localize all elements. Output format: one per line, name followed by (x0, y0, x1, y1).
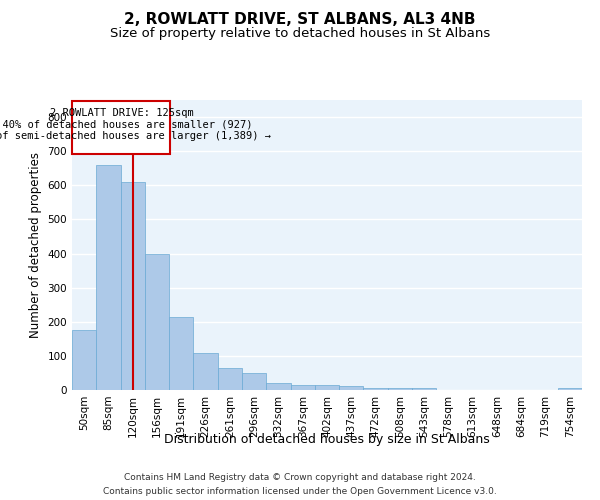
FancyBboxPatch shape (73, 100, 170, 154)
Bar (412, 388, 436, 390)
Bar (193, 353, 218, 390)
Text: Contains public sector information licensed under the Open Government Licence v3: Contains public sector information licen… (103, 488, 497, 496)
Bar (242, 373, 266, 390)
Text: Distribution of detached houses by size in St Albans: Distribution of detached houses by size … (164, 432, 490, 446)
Text: Size of property relative to detached houses in St Albans: Size of property relative to detached ho… (110, 28, 490, 40)
Bar (96, 165, 121, 390)
Bar (121, 182, 145, 390)
Bar (315, 385, 339, 390)
Bar (558, 388, 582, 390)
Bar (388, 388, 412, 390)
Bar (145, 254, 169, 390)
Text: 60% of semi-detached houses are larger (1,389) →: 60% of semi-detached houses are larger (… (0, 130, 271, 140)
Bar (72, 330, 96, 390)
Text: Contains HM Land Registry data © Crown copyright and database right 2024.: Contains HM Land Registry data © Crown c… (124, 472, 476, 482)
Bar (339, 386, 364, 390)
Bar (290, 384, 315, 390)
Text: 2, ROWLATT DRIVE, ST ALBANS, AL3 4NB: 2, ROWLATT DRIVE, ST ALBANS, AL3 4NB (124, 12, 476, 28)
Bar (266, 383, 290, 390)
Y-axis label: Number of detached properties: Number of detached properties (29, 152, 42, 338)
Bar (218, 368, 242, 390)
Text: 2 ROWLATT DRIVE: 125sqm: 2 ROWLATT DRIVE: 125sqm (50, 108, 193, 118)
Text: ← 40% of detached houses are smaller (927): ← 40% of detached houses are smaller (92… (0, 120, 253, 130)
Bar (169, 316, 193, 390)
Bar (364, 388, 388, 390)
